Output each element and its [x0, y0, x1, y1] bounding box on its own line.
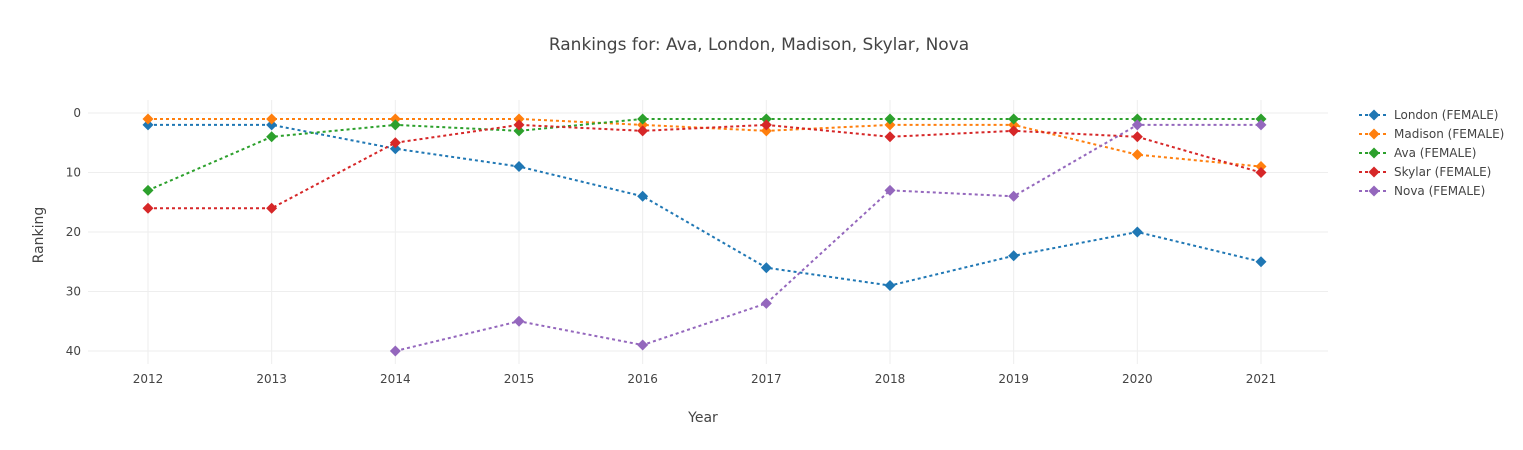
data-point-marker — [760, 113, 772, 125]
data-point-marker — [1131, 113, 1143, 125]
legend-label: Nova (FEMALE) — [1394, 184, 1485, 198]
data-point-marker — [513, 161, 525, 173]
data-point-marker — [266, 113, 278, 125]
data-point-marker — [1008, 190, 1020, 202]
data-point-marker — [389, 119, 401, 131]
x-tick-label: 2017 — [751, 372, 782, 386]
data-point-marker — [142, 184, 154, 196]
data-point-marker — [142, 119, 154, 131]
x-axis-label: Year — [687, 410, 718, 426]
data-point-marker — [1008, 113, 1020, 125]
legend-marker — [1368, 128, 1380, 140]
y-tick-label: 10 — [66, 166, 81, 180]
data-point-marker — [884, 113, 896, 125]
data-point-marker — [513, 119, 525, 131]
data-point-marker — [1008, 119, 1020, 131]
y-tick-label: 40 — [66, 344, 81, 358]
x-tick-label: 2013 — [256, 372, 287, 386]
series-madison — [142, 113, 1267, 173]
data-point-marker — [1131, 119, 1143, 131]
x-tick-label: 2014 — [380, 372, 411, 386]
data-point-marker — [760, 297, 772, 309]
x-tick-label: 2021 — [1246, 372, 1277, 386]
legend-marker — [1368, 147, 1380, 159]
data-point-marker — [884, 131, 896, 143]
data-point-marker — [884, 280, 896, 292]
data-point-marker — [1131, 149, 1143, 161]
data-point-marker — [389, 143, 401, 155]
legend-item: London (FEMALE) — [1359, 108, 1498, 122]
data-point-marker — [637, 339, 649, 351]
legend-label: Ava (FEMALE) — [1394, 146, 1476, 160]
data-point-marker — [389, 137, 401, 149]
series-line — [395, 123, 1261, 352]
data-point-marker — [1131, 131, 1143, 143]
x-tick-label: 2015 — [504, 372, 535, 386]
legend: London (FEMALE) Madison (FEMALE) Ava (FEMA… — [1359, 108, 1504, 198]
x-tick-label: 2018 — [875, 372, 906, 386]
data-point-marker — [1255, 256, 1267, 268]
data-point-marker — [760, 262, 772, 274]
x-tick-label: 2012 — [133, 372, 164, 386]
data-point-marker — [637, 190, 649, 202]
data-point-marker — [1255, 161, 1267, 173]
data-point-marker — [389, 113, 401, 125]
data-point-marker — [884, 184, 896, 196]
data-point-marker — [1008, 250, 1020, 262]
series-layer — [142, 113, 1267, 357]
legend-marker — [1368, 185, 1380, 197]
data-point-marker — [760, 125, 772, 137]
legend-label: Skylar (FEMALE) — [1394, 165, 1491, 179]
data-point-marker — [1255, 113, 1267, 125]
data-point-marker — [266, 131, 278, 143]
series-london — [142, 119, 1267, 292]
data-point-marker — [1255, 119, 1267, 131]
data-point-marker — [142, 202, 154, 214]
y-axis-label: Ranking — [31, 207, 47, 264]
data-point-marker — [637, 119, 649, 131]
data-point-marker — [266, 119, 278, 131]
legend-item: Skylar (FEMALE) — [1359, 165, 1491, 179]
x-axis-ticks: 2012 2013 2014 2015 2016 2017 2018 2019 2020 2021 — [133, 372, 1277, 386]
legend-item: Nova (FEMALE) — [1359, 184, 1485, 198]
x-tick-label: 2020 — [1122, 372, 1153, 386]
data-point-marker — [1008, 125, 1020, 137]
data-point-marker — [142, 113, 154, 125]
series-nova — [389, 119, 1267, 357]
data-point-marker — [266, 202, 278, 214]
legend-marker — [1368, 166, 1380, 178]
data-point-marker — [1255, 167, 1267, 178]
data-point-marker — [513, 315, 525, 327]
data-point-marker — [637, 125, 649, 137]
y-tick-label: 20 — [66, 225, 81, 239]
data-point-marker — [513, 125, 525, 137]
series-line — [147, 117, 1261, 192]
series-line — [148, 117, 1262, 168]
legend-item: Ava (FEMALE) — [1359, 146, 1476, 160]
x-tick-label: 2016 — [627, 372, 658, 386]
chart-title: Rankings for: Ava, London, Madison, Skyl… — [549, 35, 969, 55]
legend-marker — [1368, 109, 1380, 121]
legend-item: Madison (FEMALE) — [1359, 127, 1504, 141]
data-point-marker — [389, 345, 401, 357]
legend-label: Madison (FEMALE) — [1394, 127, 1504, 141]
y-tick-label: 30 — [66, 285, 81, 299]
y-tick-label: 0 — [73, 106, 81, 120]
series-ava — [142, 113, 1267, 196]
data-point-marker — [513, 113, 525, 125]
data-point-marker — [1131, 226, 1143, 238]
x-tick-label: 2019 — [998, 372, 1029, 386]
data-point-marker — [884, 119, 896, 131]
y-axis-ticks: 0 10 20 30 40 — [66, 106, 81, 358]
data-point-marker — [760, 119, 772, 131]
series-line — [148, 123, 1262, 210]
series-line — [148, 123, 1262, 287]
data-point-marker — [637, 113, 649, 125]
legend-label: London (FEMALE) — [1394, 108, 1498, 122]
series-skylar — [142, 119, 1267, 214]
